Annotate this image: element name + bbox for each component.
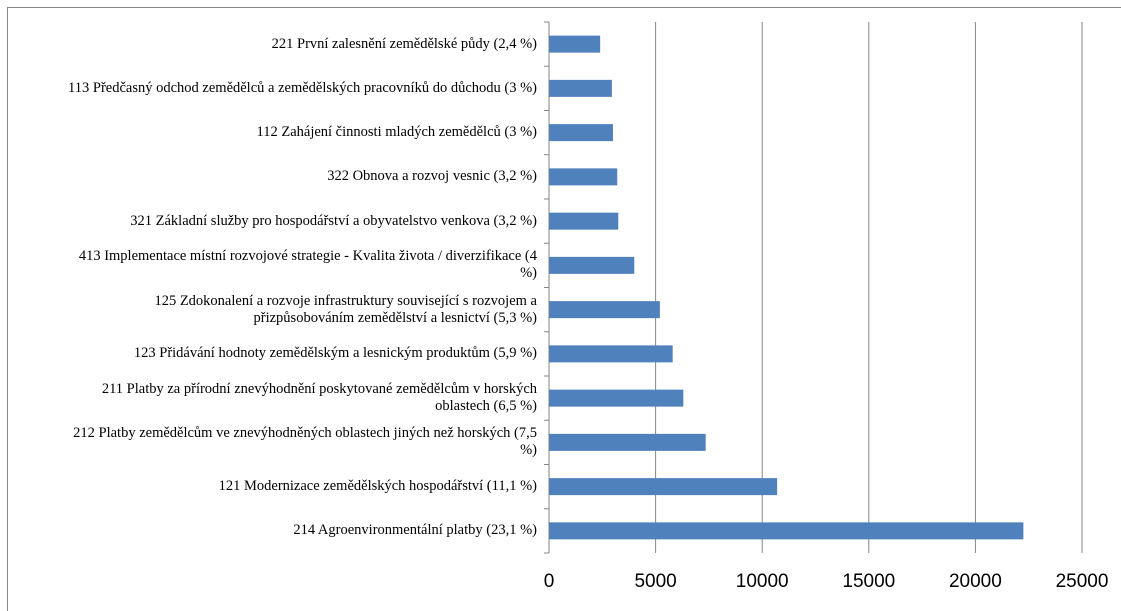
x-tick-label: 0 xyxy=(544,571,555,592)
bar xyxy=(549,212,619,230)
bar xyxy=(549,433,706,451)
y-tick-label: 321 Základní služby pro hospodářství a o… xyxy=(130,212,537,229)
y-tick-label: 113 Předčasný odchod zemědělců a zeměděl… xyxy=(68,79,537,96)
bar xyxy=(549,35,601,53)
bar xyxy=(549,124,613,142)
bar xyxy=(549,389,684,407)
y-tick-label: 212 Platby zemědělcům ve znevýhodněných … xyxy=(73,425,537,459)
y-tick-label: 214 Agroenvironmentální platby (23,1 %) xyxy=(293,522,537,539)
bar xyxy=(549,345,673,363)
y-tick-label: 211 Platby za přírodní znevýhodnění posk… xyxy=(101,381,537,415)
x-tick-label: 20000 xyxy=(949,571,1002,592)
x-tick-label: 25000 xyxy=(1056,571,1109,592)
y-tick-label: 125 Zdokonalení a rozvoje infrastruktury… xyxy=(154,292,537,326)
x-tick-label: 10000 xyxy=(736,571,789,592)
bar xyxy=(549,478,778,496)
bar xyxy=(549,522,1024,540)
y-tick-label: 221 První zalesnění zemědělské půdy (2,4… xyxy=(271,35,537,52)
y-tick-label: 322 Obnova a rozvoj vesnic (3,2 %) xyxy=(327,168,537,185)
y-tick-label: 112 Zahájení činnosti mladých zemědělců … xyxy=(256,124,538,141)
bar xyxy=(549,79,612,97)
y-tick-label: 121 Modernizace zemědělských hospodářstv… xyxy=(218,478,537,495)
bar xyxy=(549,168,618,186)
bar xyxy=(549,301,660,319)
x-tick-label: 15000 xyxy=(842,571,895,592)
bar xyxy=(549,256,635,274)
y-tick-label: 413 Implementace místní rozvojové strate… xyxy=(78,248,537,282)
y-tick-label: 123 Přidávání hodnoty zemědělským a lesn… xyxy=(133,345,537,362)
chart-border xyxy=(7,7,1121,611)
x-tick-label: 5000 xyxy=(634,571,676,592)
